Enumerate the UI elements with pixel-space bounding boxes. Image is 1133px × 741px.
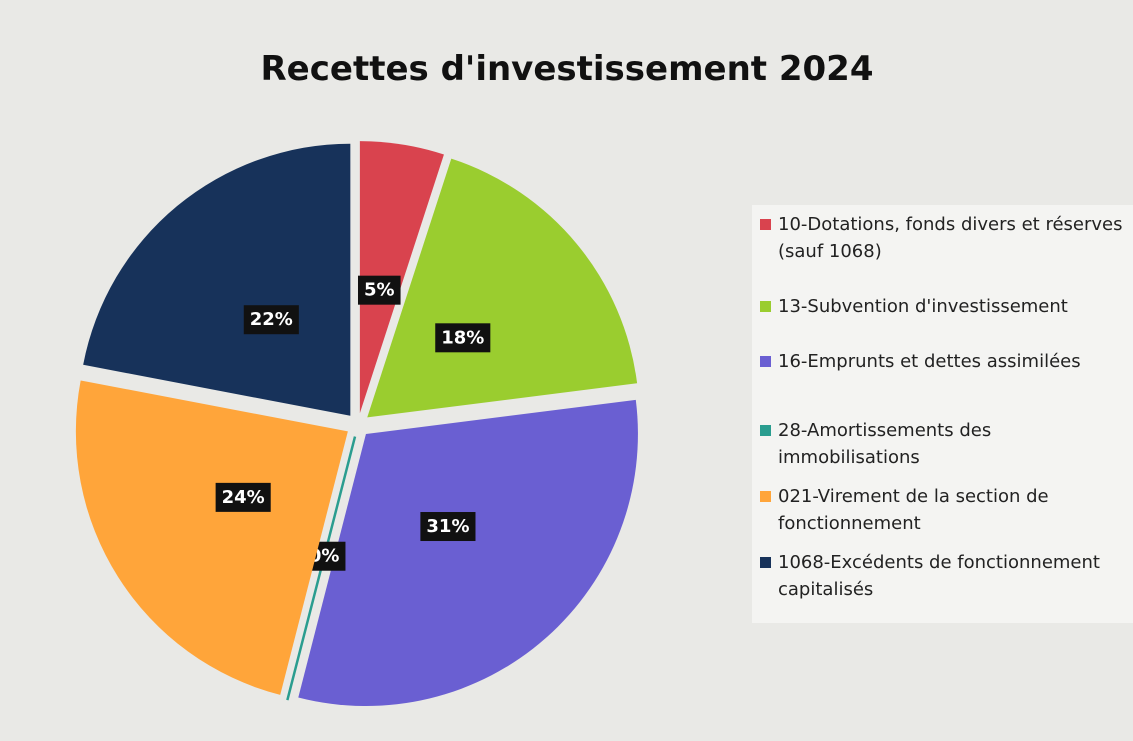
legend-item: 13-Subvention d'investissement: [760, 293, 1133, 320]
legend-item: 1068-Excédents de fonctionnement capital…: [760, 549, 1133, 603]
data-label: 18%: [441, 327, 484, 348]
legend-item: 10-Dotations, fonds divers et réserves (…: [760, 211, 1133, 265]
chart-title: Recettes d'investissement 2024: [260, 49, 873, 89]
legend-label: 28-Amortissements des immobilisations: [778, 420, 992, 468]
legend-label: 10-Dotations, fonds divers et réserves (…: [778, 214, 1123, 262]
legend-label: 13-Subvention d'investissement: [778, 296, 1068, 317]
data-label: 24%: [222, 487, 265, 508]
data-label-bg: [215, 482, 271, 512]
pie-slice: [83, 143, 351, 416]
legend-swatch: [760, 491, 771, 502]
data-label: 5%: [364, 280, 395, 301]
data-label: 31%: [426, 516, 469, 537]
legend-swatch: [760, 425, 771, 436]
data-label-bg: [243, 305, 299, 335]
pie-slice: [367, 158, 638, 418]
data-label-bg: [357, 275, 401, 305]
legend-label: 021-Virement de la section de fonctionne…: [778, 486, 1049, 534]
legend-item: 28-Amortissements des immobilisations: [760, 417, 1133, 471]
pie-slice: [298, 399, 638, 707]
pie-slice: [75, 380, 348, 695]
legend-swatch: [760, 219, 771, 230]
legend-item: 16-Emprunts et dettes assimilées: [760, 348, 1133, 375]
data-label-bg: [435, 323, 491, 353]
legend-swatch: [760, 301, 771, 312]
legend-label: 16-Emprunts et dettes assimilées: [778, 351, 1081, 372]
legend-item: 021-Virement de la section de fonctionne…: [760, 483, 1133, 537]
data-label-bg: [420, 512, 476, 542]
legend: 10-Dotations, fonds divers et réserves (…: [752, 205, 1133, 623]
data-label: 22%: [250, 309, 293, 330]
pie-slice: [359, 141, 444, 414]
legend-label: 1068-Excédents de fonctionnement capital…: [778, 552, 1100, 600]
legend-swatch: [760, 356, 771, 367]
legend-swatch: [760, 557, 771, 568]
